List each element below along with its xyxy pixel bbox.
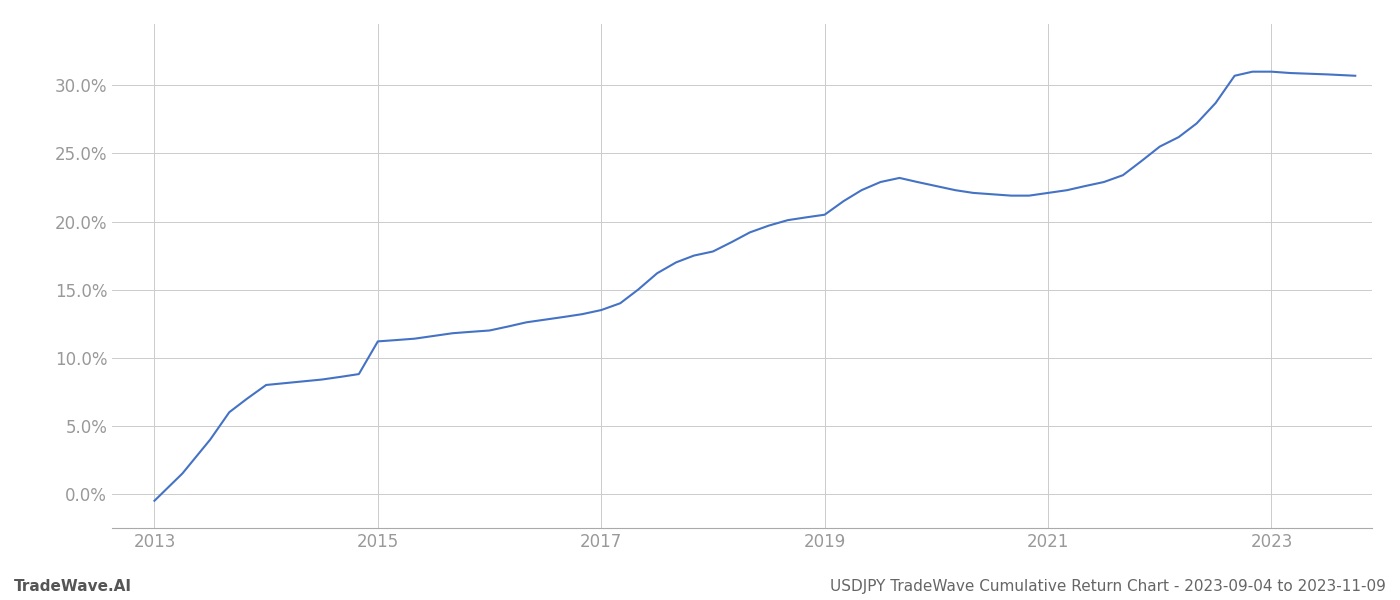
- Text: TradeWave.AI: TradeWave.AI: [14, 579, 132, 594]
- Text: USDJPY TradeWave Cumulative Return Chart - 2023-09-04 to 2023-11-09: USDJPY TradeWave Cumulative Return Chart…: [830, 579, 1386, 594]
